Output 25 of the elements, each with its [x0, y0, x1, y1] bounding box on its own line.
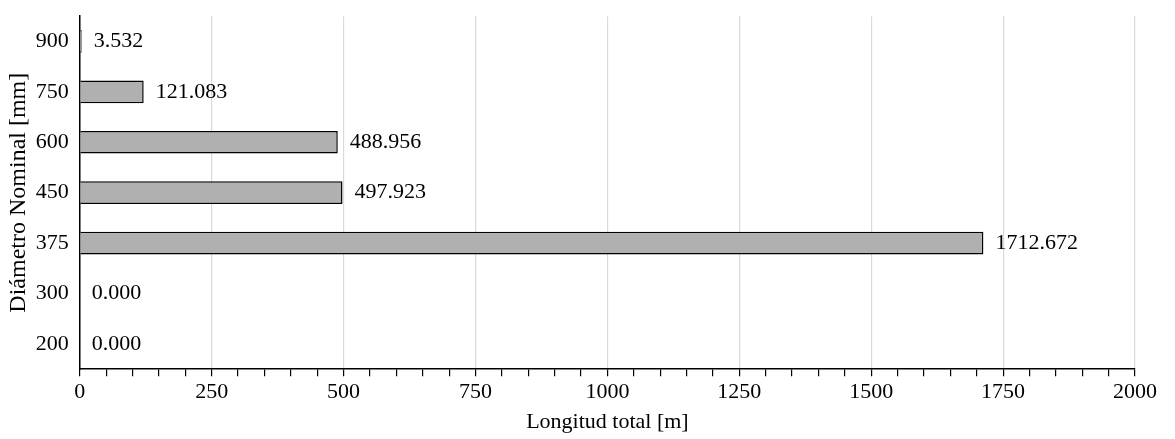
y-tick-label: 750: [35, 77, 69, 103]
data-label: 488.956: [349, 128, 422, 154]
x-tick-label: 250: [195, 378, 229, 404]
x-tick-label: 750: [459, 378, 492, 404]
x-axis-title: Longitud total [m]: [526, 407, 689, 433]
y-tick-label: 600: [35, 128, 69, 154]
x-tick-label: 1000: [585, 378, 630, 404]
y-tick-label: 450: [35, 178, 69, 204]
x-tick-label: 1750: [981, 378, 1026, 404]
data-label: 497.923: [354, 178, 426, 204]
x-tick-label: 1500: [849, 378, 894, 404]
x-tick-label: 1250: [717, 378, 762, 404]
data-label: 0.000: [91, 329, 142, 355]
data-label: 121.083: [155, 77, 228, 103]
x-tick-label: 500: [327, 378, 361, 404]
data-label: 1712.672: [995, 228, 1078, 254]
x-tick-label: 0: [74, 378, 86, 404]
y-tick-label: 200: [35, 329, 69, 355]
data-label: 3.532: [93, 27, 144, 53]
x-tick-label: 2000: [1113, 378, 1157, 404]
y-tick-label: 900: [35, 27, 69, 53]
y-axis-title: Diámetro Nominal [mm]: [3, 72, 30, 313]
data-label: 0.000: [91, 279, 142, 305]
y-tick-label: 375: [35, 228, 69, 254]
y-tick-label: 300: [35, 279, 69, 305]
